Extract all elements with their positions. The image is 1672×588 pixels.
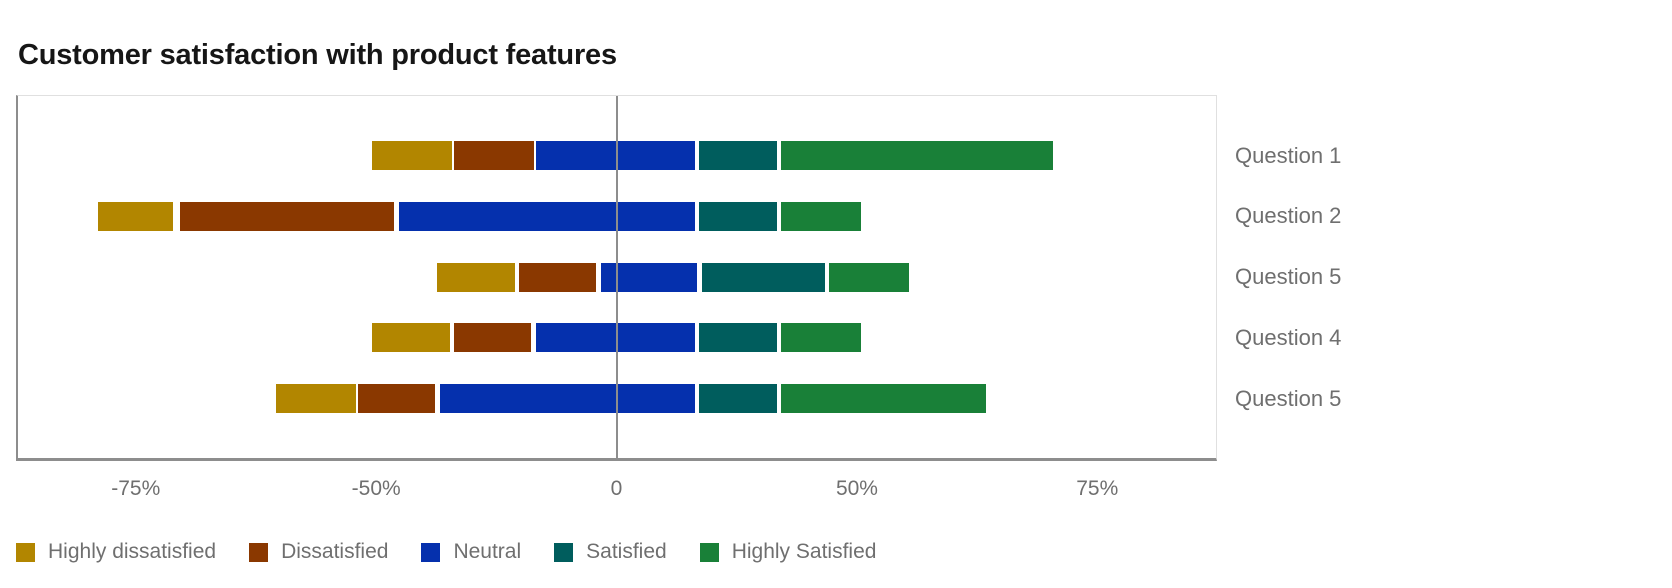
legend-item-highly-satisfied[interactable]: Highly Satisfied — [699, 540, 877, 564]
bar-segment-neutral[interactable] — [599, 262, 699, 293]
bar-segment-highly-dissatisfied[interactable] — [371, 140, 454, 171]
bar-segment-highly-dissatisfied[interactable] — [275, 383, 357, 414]
bar-segment-satisfied[interactable] — [700, 262, 826, 293]
bar-segment-neutral[interactable] — [397, 201, 696, 232]
chart-title: Customer satisfaction with product featu… — [18, 39, 617, 72]
bar-segment-satisfied[interactable] — [698, 322, 778, 353]
legend-label: Highly Satisfied — [731, 540, 877, 563]
bar-segment-highly-satisfied[interactable] — [780, 140, 1055, 171]
zero-baseline — [615, 96, 618, 458]
bar-segment-highly-dissatisfied[interactable] — [371, 322, 451, 353]
legend-label: Satisfied — [586, 540, 667, 563]
bar-segment-satisfied[interactable] — [698, 140, 778, 171]
bar-segment-dissatisfied[interactable] — [453, 140, 535, 171]
bar-segment-highly-dissatisfied[interactable] — [97, 201, 175, 232]
legend-item-dissatisfied[interactable]: Dissatisfied — [249, 540, 388, 564]
legend-item-satisfied[interactable]: Satisfied — [554, 540, 667, 564]
legend-item-highly-dissatisfied[interactable]: Highly dissatisfied — [16, 540, 216, 564]
bar-segment-dissatisfied[interactable] — [179, 201, 396, 232]
x-tick-label: 50% — [835, 477, 878, 500]
bar-segment-highly-satisfied[interactable] — [780, 322, 862, 353]
x-tick-label: 75% — [1076, 477, 1119, 500]
bar-segment-dissatisfied[interactable] — [517, 262, 598, 293]
legend-label: Dissatisfied — [281, 540, 389, 563]
category-label: Question 5 — [1235, 386, 1342, 411]
legend-swatch-icon — [699, 542, 719, 562]
bar-segment-highly-dissatisfied[interactable] — [436, 262, 516, 293]
bar-segment-highly-satisfied[interactable] — [780, 201, 862, 232]
bar-segment-dissatisfied[interactable] — [356, 383, 437, 414]
bar-segment-satisfied[interactable] — [698, 383, 778, 414]
bar-segment-highly-satisfied[interactable] — [780, 383, 987, 414]
category-label: Question 5 — [1235, 264, 1342, 289]
plot-inner — [18, 96, 1216, 458]
bar-segment-highly-satisfied[interactable] — [828, 262, 910, 293]
category-label: Question 4 — [1235, 325, 1342, 350]
category-labels: Question 1 Question 2 Question 5 Question 4… — [1235, 0, 1535, 588]
category-label: Question 2 — [1235, 203, 1342, 228]
legend-swatch-icon — [16, 542, 35, 562]
legend-label: Highly dissatisfied — [48, 540, 217, 563]
x-tick-label: -50% — [351, 477, 401, 500]
legend-item-neutral[interactable]: Neutral — [421, 540, 521, 564]
legend: Highly dissatisfied Dissatisfied Neutral Sa… — [16, 540, 876, 564]
bar-segment-dissatisfied[interactable] — [453, 322, 533, 353]
bar-segment-satisfied[interactable] — [698, 201, 778, 232]
legend-swatch-icon — [554, 542, 574, 562]
category-label: Question 1 — [1235, 143, 1342, 168]
x-tick-label: 0 — [610, 477, 623, 500]
plot-area — [16, 95, 1217, 461]
x-axis-tick-labels: -75% -50% 0 50% 75% — [18, 477, 1216, 505]
legend-swatch-icon — [421, 542, 441, 562]
legend-swatch-icon — [249, 542, 269, 562]
bar-segment-neutral[interactable] — [534, 140, 696, 171]
bar-segment-neutral[interactable] — [534, 322, 696, 353]
bar-segment-neutral[interactable] — [438, 383, 696, 414]
x-tick-label: -75% — [111, 477, 161, 500]
legend-label: Neutral — [453, 540, 522, 563]
